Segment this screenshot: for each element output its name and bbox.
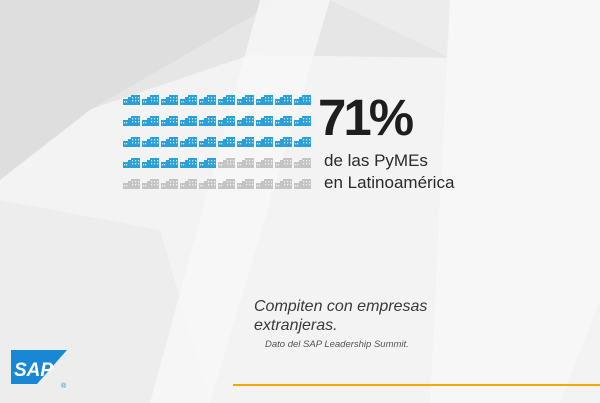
building-icon (199, 158, 216, 168)
building-icon (237, 116, 254, 126)
building-icon (123, 137, 140, 147)
quote-text: Compiten con empresas extranjeras. (254, 298, 428, 334)
building-icon (275, 116, 292, 126)
building-icon (161, 158, 178, 168)
building-icon (180, 116, 197, 126)
sap-logo-text: SAP (14, 360, 53, 381)
building-icon (237, 158, 254, 168)
sap-logo: SAP ® (11, 350, 67, 390)
building-icon (275, 137, 292, 147)
building-icon (218, 179, 235, 189)
stat-value: 71% (318, 89, 414, 146)
accent-rule (233, 384, 600, 386)
building-icon (180, 158, 197, 168)
building-icon (142, 137, 159, 147)
pictogram-grid (123, 94, 311, 189)
building-icon (275, 158, 292, 168)
building-icon (161, 137, 178, 147)
building-icon (123, 116, 140, 126)
stat-label-line2: en Latinoamérica (324, 173, 455, 192)
building-icon (294, 116, 311, 126)
building-icon (123, 95, 140, 105)
building-icon (142, 158, 159, 168)
building-icon (123, 158, 140, 168)
building-icon (199, 179, 216, 189)
building-icon (180, 137, 197, 147)
building-icon (199, 116, 216, 126)
building-icon (218, 158, 235, 168)
building-icon (218, 95, 235, 105)
source-note: Dato del SAP Leadership Summit. (265, 339, 409, 350)
building-icon (256, 116, 273, 126)
building-icon (294, 137, 311, 147)
building-icon (294, 179, 311, 189)
building-icon (256, 179, 273, 189)
building-icon (142, 179, 159, 189)
building-icon (237, 95, 254, 105)
building-icon (256, 158, 273, 168)
building-icon (275, 95, 292, 105)
building-icon (161, 116, 178, 126)
building-icon (294, 95, 311, 105)
building-icon (237, 179, 254, 189)
stat-label-line1: de las PyMEs (324, 151, 428, 170)
building-icon (161, 179, 178, 189)
building-icon (123, 179, 140, 189)
building-icon (218, 137, 235, 147)
building-icon (142, 95, 159, 105)
building-icon (161, 95, 178, 105)
building-icon (142, 116, 159, 126)
building-icon (237, 137, 254, 147)
building-icon (256, 137, 273, 147)
building-icon (256, 95, 273, 105)
building-icon (275, 179, 292, 189)
building-icon (199, 95, 216, 105)
building-icon (294, 158, 311, 168)
building-icon (199, 137, 216, 147)
building-icon (218, 116, 235, 126)
building-icon (180, 179, 197, 189)
building-icon (180, 95, 197, 105)
sap-logo-mark: ® (61, 382, 67, 390)
